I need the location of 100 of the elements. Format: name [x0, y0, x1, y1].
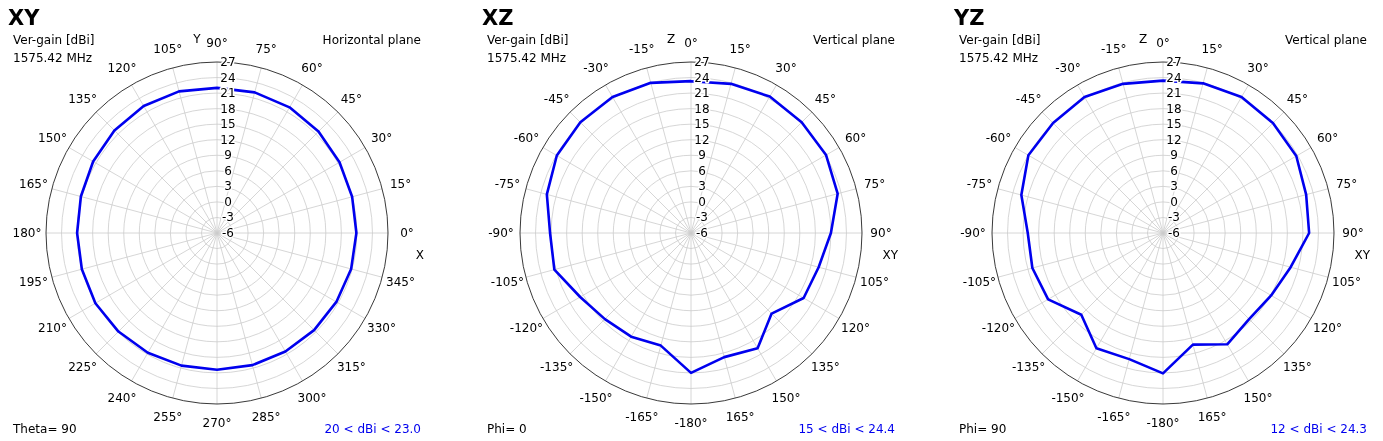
y-tick-label: 15 [220, 117, 236, 132]
spoke-label: 30° [1247, 61, 1269, 76]
spoke-label: 255° [153, 409, 183, 424]
y-tick-label: -3 [222, 210, 234, 225]
text: Horizontal plane [322, 33, 421, 47]
spoke-label: 120° [1313, 321, 1342, 335]
spoke-label: -60° [985, 131, 1012, 145]
spoke-label: 135° [810, 360, 840, 375]
y-tick-label: -6 [696, 226, 708, 240]
text: Ver-gain [dBi] [487, 33, 569, 47]
chart-title: XY [8, 6, 41, 30]
spoke-label: -15° [1101, 42, 1127, 57]
spoke-label: 75° [1335, 176, 1358, 191]
spoke-label: -45° [543, 91, 570, 106]
y-tick-label: 3 [698, 179, 706, 194]
spoke-label: 0° [684, 36, 698, 50]
text: 12 < dBi < 24.3 [1270, 422, 1367, 436]
spoke-label: 150° [38, 131, 67, 145]
spoke-label: 30° [775, 61, 797, 76]
spoke-label: 15° [729, 42, 751, 57]
text: 1575.42 MHz [959, 51, 1039, 65]
spoke-label: 0° [1156, 36, 1170, 50]
spoke-label: -30° [583, 61, 609, 76]
y-tick-label: 12 [220, 132, 236, 147]
spoke-label: 165° [725, 409, 755, 424]
spoke-label: 90° [206, 36, 228, 50]
y-tick-label: 18 [220, 101, 236, 116]
spoke-label: 60° [844, 131, 867, 145]
spoke-label: -15° [629, 42, 655, 57]
spoke-label: 75° [255, 42, 277, 57]
y-tick-label: 12 [694, 132, 710, 147]
spoke-label: 45° [340, 91, 362, 106]
spoke-label: -180° [674, 416, 708, 430]
y-tick-label: 15 [694, 117, 710, 132]
spoke-label: 330° [367, 321, 396, 335]
spoke-label: 45° [814, 91, 836, 106]
y-tick-label: 21 [1166, 86, 1182, 101]
spoke-label: -165° [1097, 409, 1131, 424]
y-tick-label: 6 [1170, 163, 1178, 178]
spoke-label: -90° [960, 226, 986, 240]
spoke-label: 60° [1316, 131, 1339, 145]
spoke-label: 225° [68, 360, 98, 375]
spoke-label: 285° [251, 409, 281, 424]
spoke-label: 150° [1243, 390, 1273, 405]
chart-title: XZ [482, 6, 514, 30]
spoke-label: 90° [870, 226, 892, 240]
spoke-label: 90° [1342, 226, 1364, 240]
y-tick-label: 3 [1170, 179, 1178, 194]
text: XY [1354, 248, 1371, 262]
spoke-label: 345° [386, 275, 415, 290]
y-tick-label: 18 [694, 101, 710, 116]
spoke-label: 300° [297, 390, 327, 405]
text: 1575.42 MHz [487, 51, 567, 65]
spoke-label: -90° [488, 226, 514, 240]
spoke-label: 315° [336, 360, 366, 375]
spoke-label: -45° [1015, 91, 1042, 106]
spoke-label: -135° [1012, 360, 1046, 375]
spoke-label: 180° [12, 226, 42, 240]
spoke-label: -30° [1055, 61, 1081, 76]
y-tick-label: 0 [698, 194, 706, 209]
y-tick-label: 0 [1170, 194, 1178, 209]
spoke-label: 135° [1282, 360, 1312, 375]
text: XY [882, 248, 899, 262]
spoke-label: -120° [981, 321, 1016, 335]
y-tick-label: 24 [694, 70, 710, 85]
y-tick-label: 9 [698, 148, 706, 163]
spoke-label: -105° [490, 275, 525, 290]
text: Phi= 0 [487, 422, 527, 436]
text: Vertical plane [812, 33, 895, 47]
spoke-label: 75° [863, 176, 886, 191]
spoke-label: 105° [1332, 275, 1361, 290]
spoke-label: 135° [68, 91, 98, 106]
text: 1575.42 MHz [13, 51, 93, 65]
y-tick-label: 18 [1166, 101, 1182, 116]
spoke-label: -120° [509, 321, 544, 335]
spoke-label: 105° [153, 42, 183, 57]
y-tick-label: 21 [694, 86, 710, 101]
y-tick-label: -3 [1168, 210, 1180, 225]
spoke-label: 105° [860, 275, 889, 290]
text: Y [192, 32, 202, 46]
y-tick-label: 21 [220, 86, 236, 101]
text: 15 < dBi < 24.4 [798, 422, 895, 436]
y-tick-label: 6 [698, 163, 706, 178]
text: X [415, 248, 424, 262]
y-tick-label: 0 [224, 194, 232, 209]
spoke-label: 15° [389, 176, 412, 191]
y-tick-label: -6 [1168, 226, 1180, 240]
spoke-label: 195° [19, 275, 48, 290]
y-tick-label: -6 [222, 226, 234, 240]
spoke-label: -105° [962, 275, 997, 290]
text: Ver-gain [dBi] [959, 33, 1041, 47]
y-tick-label: 15 [1166, 117, 1182, 132]
chart-title: YZ [953, 6, 985, 30]
spoke-label: 0° [400, 226, 414, 240]
spoke-label: 120° [107, 61, 137, 76]
spoke-label: 45° [1286, 91, 1308, 106]
y-tick-label: 12 [1166, 132, 1182, 147]
spoke-label: 30° [370, 131, 393, 145]
spoke-label: 60° [301, 61, 323, 76]
y-tick-label: 9 [224, 148, 232, 163]
